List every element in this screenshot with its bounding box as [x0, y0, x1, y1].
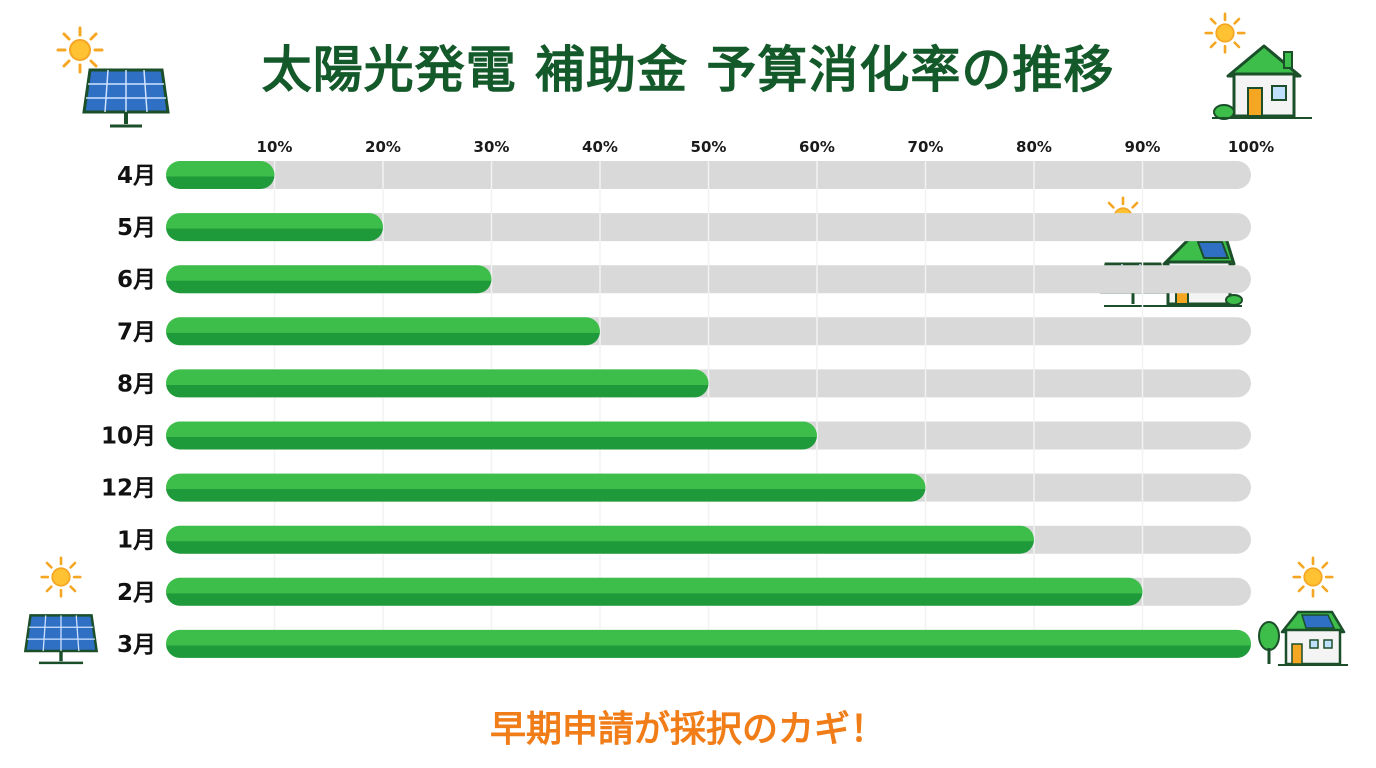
house-icon — [1212, 44, 1312, 120]
bar — [166, 577, 1143, 606]
bar — [166, 421, 817, 450]
bar — [166, 525, 1034, 554]
bar-chart: 10% 20% 30% 40% 50% 60% 70% 80% 90% 100% 4月 5月 6月 7月 8… — [101, 138, 1274, 658]
category-label: 10月 — [101, 424, 156, 450]
x-tick-label: 40% — [582, 138, 618, 156]
house-with-solar-panel-icon — [1278, 610, 1348, 666]
x-tick-label: 70% — [908, 138, 944, 156]
x-tick-label: 10% — [257, 138, 293, 156]
bar — [166, 473, 926, 502]
bar — [166, 629, 1251, 658]
x-tick-label: 30% — [474, 138, 510, 156]
category-label: 12月 — [101, 476, 156, 502]
solar-panel-icon — [23, 614, 99, 665]
bar — [166, 369, 709, 398]
bar — [166, 213, 383, 242]
sun-icon — [1292, 556, 1334, 598]
bar — [166, 161, 275, 189]
category-label: 2月 — [117, 580, 156, 606]
chart-title: 太陽光発電 補助金 予算消化率の推移 — [261, 41, 1115, 99]
x-tick-label: 90% — [1125, 138, 1161, 156]
x-tick-label: 80% — [1016, 138, 1052, 156]
sun-icon — [1204, 12, 1246, 54]
footer-message: 早期申請が採択のカギ！ — [489, 709, 886, 750]
category-label: 7月 — [117, 319, 156, 345]
x-tick-label: 60% — [799, 138, 835, 156]
bar — [166, 317, 600, 346]
sun-icon — [40, 556, 82, 598]
x-tick-label: 50% — [691, 138, 727, 156]
tree-icon — [1258, 621, 1280, 664]
category-label: 5月 — [117, 215, 156, 241]
x-tick-label: 100% — [1228, 138, 1274, 156]
category-label: 4月 — [117, 163, 156, 189]
bar — [166, 265, 492, 294]
solar-panel-icon — [82, 68, 170, 128]
category-label: 3月 — [117, 632, 156, 658]
x-tick-label: 20% — [365, 138, 401, 156]
category-label: 6月 — [117, 267, 156, 293]
sun-icon — [56, 26, 104, 74]
category-label: 8月 — [117, 371, 156, 397]
category-label: 1月 — [117, 528, 156, 554]
